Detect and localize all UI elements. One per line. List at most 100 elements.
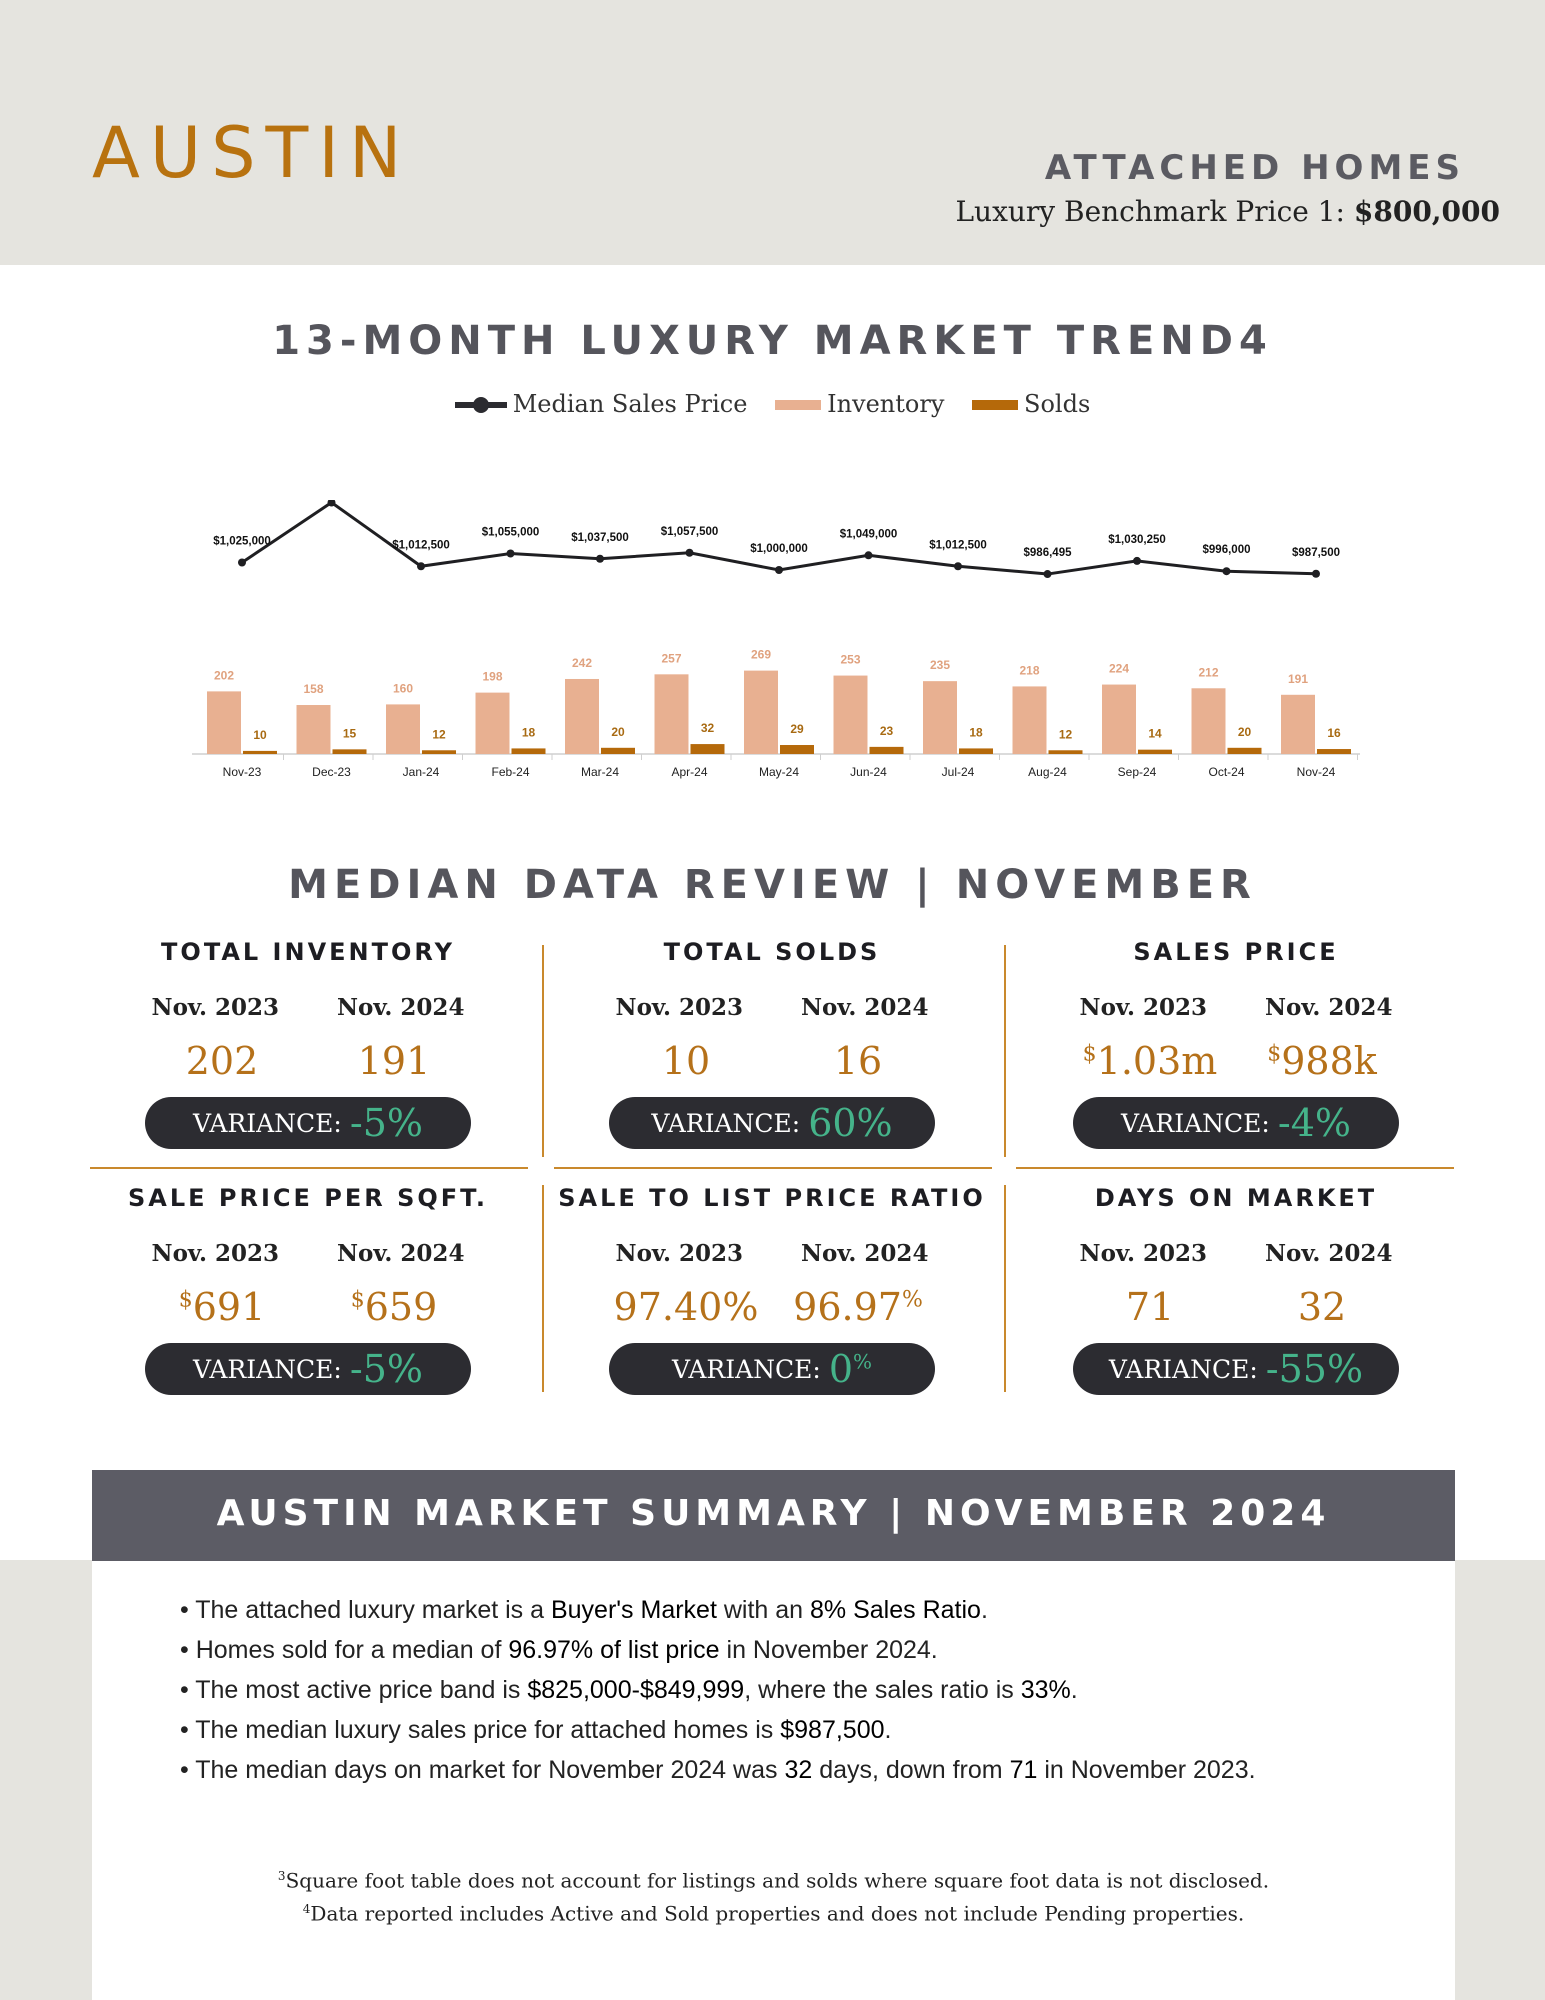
- variance-pill: VARIANCE: -55%: [1073, 1343, 1399, 1395]
- median-price-label: $1,055,000: [482, 527, 540, 539]
- footnotes: 3Square foot table does not account for …: [92, 1862, 1455, 1927]
- median-price-point: [327, 500, 336, 507]
- solds-label: 16: [1327, 726, 1341, 740]
- year-label: Nov. 2024: [801, 994, 929, 1021]
- median-price-label: $996,000: [1203, 544, 1251, 556]
- divider: [1016, 1167, 1454, 1169]
- footnote-3: 3Square foot table does not account for …: [277, 1868, 1270, 1893]
- year-label: Nov. 2024: [801, 1240, 929, 1267]
- variance-value: -5%: [349, 1101, 423, 1145]
- solds-label: 20: [611, 725, 625, 739]
- metric-values: 97.40% 96.97%: [552, 1285, 992, 1329]
- summary-title: AUSTIN MARKET SUMMARY | NOVEMBER 2024: [216, 1493, 1331, 1534]
- solds-label: 18: [969, 725, 983, 739]
- review-title: MEDIAN DATA REVIEW | NOVEMBER: [288, 862, 1257, 908]
- solds-bar: [243, 750, 277, 754]
- divider: [1004, 945, 1006, 1157]
- variance-label: VARIANCE:: [1108, 1354, 1258, 1384]
- solds-swatch-icon: [972, 400, 1019, 410]
- metric-title: TOTAL SOLDS: [663, 938, 881, 966]
- variance-label: VARIANCE:: [1121, 1108, 1270, 1138]
- variance-pill: VARIANCE: -4%: [1073, 1097, 1399, 1149]
- x-tick-label: Mar-24: [581, 765, 619, 779]
- x-tick-label: Feb-24: [491, 765, 529, 779]
- median-price-label: $1,037,500: [571, 532, 629, 544]
- x-tick-label: Jan-24: [403, 765, 440, 779]
- metric-title: SALE PRICE PER SQFT.: [127, 1184, 488, 1212]
- median-price-label: $986,495: [1024, 547, 1073, 559]
- metric-title: SALE TO LIST PRICE RATIO: [558, 1184, 986, 1212]
- inventory-label: 269: [751, 648, 771, 662]
- median-price-label: $1,057,500: [661, 526, 719, 538]
- year-label: Nov. 2024: [337, 1240, 465, 1267]
- median-price-point: [864, 551, 873, 560]
- inventory-bar: [296, 705, 331, 754]
- trend-title: 13-MONTH LUXURY MARKET TREND4: [272, 318, 1273, 364]
- inventory-bar: [1191, 688, 1226, 754]
- inventory-bar: [565, 678, 599, 754]
- segment-title: ATTACHED HOMES: [1044, 148, 1465, 188]
- solds-label: 12: [1059, 727, 1073, 741]
- inventory-label: 218: [1019, 663, 1039, 677]
- year-label: Nov. 2023: [615, 994, 743, 1021]
- x-tick-label: Jun-24: [850, 765, 887, 779]
- year-label: Nov. 2023: [1079, 1240, 1207, 1267]
- median-price-point: [417, 562, 425, 571]
- median-price-point: [1043, 570, 1052, 579]
- metric-value-2023: $1.03m: [1082, 1039, 1218, 1083]
- inventory-label: 212: [1198, 665, 1218, 679]
- variance-value: 0%: [828, 1347, 873, 1391]
- metric-years: Nov. 2023 Nov. 2024: [88, 1240, 528, 1267]
- inventory-bar: [1102, 684, 1136, 754]
- solds-label: 15: [343, 726, 357, 740]
- median-price-point: [596, 554, 604, 563]
- inventory-bar: [1281, 694, 1315, 754]
- inventory-swatch-icon: [775, 400, 822, 410]
- inventory-bar: [207, 691, 241, 754]
- solds-label: 12: [432, 727, 446, 741]
- solds-label: 29: [790, 722, 804, 736]
- year-label: Nov. 2024: [1265, 1240, 1393, 1267]
- metric-card: SALE PRICE PER SQFT. Nov. 2023 Nov. 2024 $6…: [88, 1184, 528, 1395]
- year-label: Nov. 2023: [615, 1240, 743, 1267]
- metric-card: SALES PRICE Nov. 2023 Nov. 2024 $1.03m $988k…: [1016, 938, 1456, 1149]
- inventory-bar: [833, 675, 868, 754]
- variance-value: 60%: [808, 1101, 893, 1145]
- variance-value: -5%: [349, 1347, 423, 1391]
- inventory-bar: [744, 670, 778, 754]
- inventory-bar: [475, 692, 510, 754]
- median-price-point: [1222, 567, 1231, 576]
- metric-value-2023: 71: [1125, 1285, 1175, 1329]
- summary-bullet: The median luxury sales price for attach…: [180, 1710, 1256, 1750]
- x-tick-label: Oct-24: [1208, 765, 1244, 779]
- inventory-label: 191: [1288, 672, 1308, 686]
- median-price-label: $1,000,000: [750, 543, 808, 555]
- variance-value: -55%: [1265, 1347, 1364, 1391]
- metric-value-2024: 32: [1297, 1285, 1347, 1329]
- inventory-bar: [1012, 686, 1047, 754]
- solds-label: 14: [1148, 727, 1162, 741]
- x-tick-label: May-24: [759, 765, 799, 779]
- footnote-4: 4Data reported includes Active and Sold …: [302, 1901, 1245, 1926]
- metric-years: Nov. 2023 Nov. 2024: [1016, 994, 1456, 1021]
- metric-card: SALE TO LIST PRICE RATIO Nov. 2023 Nov. 20…: [552, 1184, 992, 1395]
- metric-values: 202 191: [88, 1039, 528, 1083]
- metric-value-2023: 97.40%: [613, 1285, 759, 1329]
- solds-bar: [1317, 749, 1351, 754]
- summary-bullet: The attached luxury market is a Buyer's …: [180, 1590, 1256, 1630]
- year-label: Nov. 2023: [1079, 994, 1207, 1021]
- metric-title: SALES PRICE: [1133, 938, 1339, 966]
- metric-value-2024: 191: [357, 1039, 431, 1083]
- metric-years: Nov. 2023 Nov. 2024: [552, 994, 992, 1021]
- solds-bar: [601, 747, 635, 754]
- solds-bar: [780, 745, 814, 754]
- median-price-point: [506, 549, 515, 558]
- inventory-label: 257: [661, 651, 681, 665]
- variance-label: VARIANCE:: [193, 1108, 342, 1138]
- metric-value-2023: $691: [178, 1285, 266, 1329]
- metric-values: $1.03m $988k: [1016, 1039, 1456, 1083]
- variance-pill: VARIANCE: -5%: [145, 1343, 471, 1395]
- solds-bar: [959, 748, 993, 754]
- year-label: Nov. 2024: [1265, 994, 1393, 1021]
- inventory-bar: [923, 681, 957, 754]
